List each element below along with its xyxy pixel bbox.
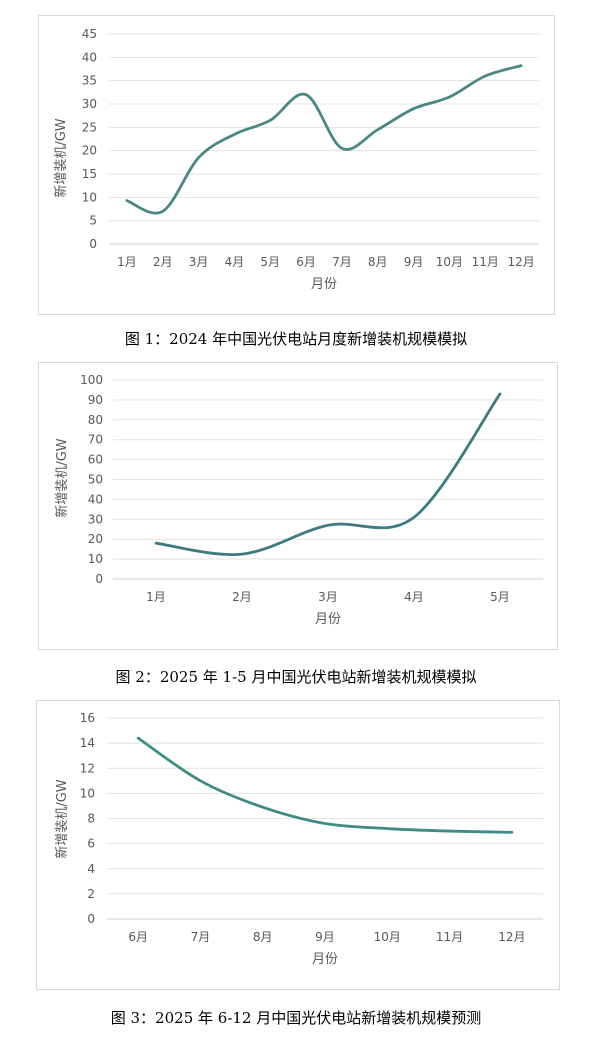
x-tick-label: 7月 [332,255,352,269]
y-tick-label: 10 [80,786,95,800]
y-tick-label: 70 [88,433,103,447]
chart-2-caption: 图 2：2025 年 1-5 月中国光伏电站新增装机规模模拟 [115,668,477,686]
y-axis-title: 新增装机/GW [54,438,70,517]
x-tick-label: 10月 [374,930,401,944]
y-tick-label: 100 [80,373,103,387]
x-axis-title: 月份 [311,277,337,292]
x-tick-label: 1月 [117,255,137,269]
x-tick-label: 3月 [318,590,338,604]
chart-3: 0 2 4 6 8 10 12 14 16 6月 7月 8月 9月 10月 11月 12月月份 新增装机/GW [36,700,560,990]
x-tick-label: 4月 [404,590,424,604]
x-axis-title: 月份 [315,612,341,627]
y-tick-label: 25 [82,120,97,134]
y-tick-label: 30 [82,97,97,111]
y-tick-label: 5 [89,214,97,228]
x-tick-label: 9月 [404,255,424,269]
x-tick-label: 2月 [232,590,252,604]
y-tick-label: 6 [87,837,95,851]
chart-3-caption: 图 3：2025 年 6-12 月中国光伏电站新增装机规模预测 [110,1009,482,1027]
series-line [125,64,523,215]
x-tick-label: 7月 [191,930,211,944]
y-tick-label: 20 [82,144,97,158]
chart-1: 0 5 10 15 20 25 30 35 40 45 1月 2月 3月 4月 5月 6月 7月 8月 9月 10月 1… [38,15,555,315]
y-tick-label: 0 [89,237,97,251]
x-tick-label: 5月 [490,590,510,604]
y-tick-label: 90 [88,393,103,407]
y-tick-label: 50 [88,473,103,487]
y-tick-label: 14 [80,736,95,750]
y-axis-title: 新增装机/GW [54,779,70,858]
y-tick-label: 10 [82,190,97,204]
y-tick-label: 40 [82,50,97,64]
y-tick-label: 12 [80,761,95,775]
y-tick-label: 4 [87,862,95,876]
x-tick-label: 6月 [128,930,148,944]
x-axis-title: 月份 [312,952,338,967]
y-tick-label: 16 [80,711,95,725]
y-tick-label: 60 [88,453,103,467]
x-tick-label: 8月 [368,255,388,269]
y-tick-label: 20 [88,532,103,546]
y-tick-label: 15 [82,167,97,181]
x-tick-label: 6月 [296,255,316,269]
x-tick-label: 8月 [253,930,273,944]
y-tick-label: 8 [87,812,95,826]
chart-1-svg: 0 5 10 15 20 25 30 35 40 45 1月 2月 3月 4月 5月 6月 7月 8月 9月 10月 1… [53,27,539,292]
y-axis-title: 新增装机/GW [53,118,69,197]
x-tick-label: 10月 [436,255,463,269]
y-tick-label: 30 [88,512,103,526]
x-tick-label: 2月 [153,255,173,269]
y-tick-label: 40 [88,492,103,506]
y-tick-label: 2 [87,887,95,901]
series-line [154,392,502,556]
x-tick-label: 5月 [260,255,280,269]
x-tick-label: 12月 [507,255,534,269]
chart-2: 0 10 20 30 40 50 60 70 80 90 100 1月 2月 3月 4月 5月月份 新增装机/G… [38,362,558,650]
x-tick-label: 9月 [315,930,335,944]
y-tick-label: 45 [82,27,97,41]
y-tick-label: 0 [87,912,95,926]
chart-1-caption: 图 1：2024 年中国光伏电站月度新增装机规模模拟 [124,330,468,348]
x-tick-label: 4月 [225,255,245,269]
y-tick-label: 80 [88,413,103,427]
y-tick-label: 35 [82,74,97,88]
x-tick-label: 1月 [146,590,166,604]
y-tick-label: 10 [88,552,103,566]
x-tick-label: 3月 [189,255,209,269]
x-tick-label: 11月 [436,930,463,944]
series-line [136,736,514,834]
x-tick-label: 11月 [472,255,499,269]
y-tick-label: 0 [95,572,103,586]
x-tick-label: 12月 [498,930,525,944]
